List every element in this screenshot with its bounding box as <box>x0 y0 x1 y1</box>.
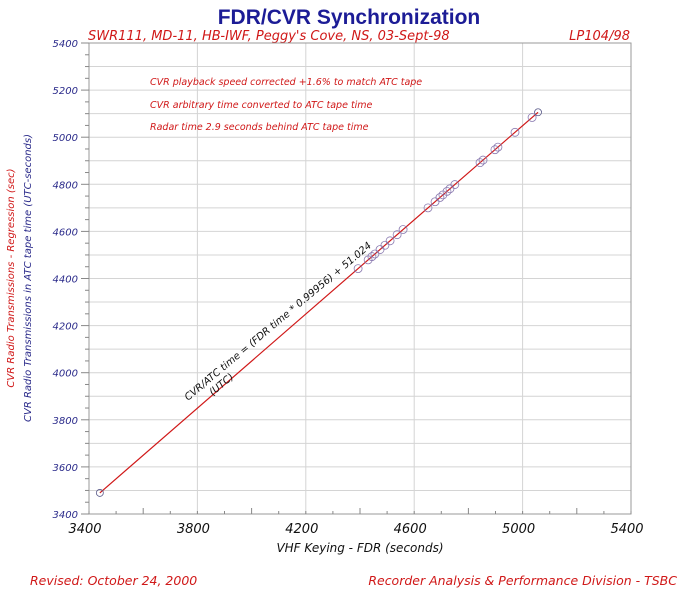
note-1: CVR playback speed corrected +1.6% to ma… <box>150 77 422 88</box>
x-tick-label: 3800 <box>177 522 210 537</box>
x-tick-label: 5000 <box>502 522 535 537</box>
y-tick-label: 5400 <box>53 39 78 50</box>
y-tick-label: 3400 <box>53 510 78 521</box>
y-tick-label: 3600 <box>53 463 78 474</box>
data-point <box>435 193 445 202</box>
regression-line <box>99 111 539 494</box>
note-2: CVR arbitrary time converted to ATC tape… <box>150 100 373 111</box>
data-point <box>490 145 500 155</box>
y-tick-label: 4000 <box>53 369 78 380</box>
y-tick-label: 4600 <box>53 227 78 238</box>
y-tick-label: 5200 <box>53 86 78 97</box>
data-point <box>510 127 520 137</box>
data-point <box>478 155 488 165</box>
y-tick-label: 3800 <box>53 416 78 427</box>
y-axis-label-regression: CVR Radio Transmissions - Regression (se… <box>6 168 17 387</box>
y-tick-label: 5000 <box>53 133 78 144</box>
note-3: Radar time 2.9 seconds behind ATC tape t… <box>150 122 369 133</box>
chart-title: FDR/CVR Synchronization <box>218 6 481 29</box>
data-point <box>385 236 395 246</box>
data-point <box>380 240 390 250</box>
y-tick-label: 4200 <box>53 322 78 333</box>
data-point <box>423 203 433 213</box>
data-point <box>493 142 503 152</box>
y-tick-label: 4400 <box>53 275 78 286</box>
grid <box>89 43 631 514</box>
data-point <box>370 249 380 259</box>
data-point <box>95 489 104 497</box>
data-marks <box>95 108 542 497</box>
data-point <box>534 108 542 117</box>
data-point <box>527 113 537 122</box>
y-axis-label-data: CVR Radio Transmissions in ATC tape time… <box>23 134 34 422</box>
x-tick-label: 5400 <box>610 522 643 537</box>
footer-right: Recorder Analysis & Performance Division… <box>368 573 677 588</box>
footer-left: Revised: October 24, 2000 <box>30 573 197 588</box>
x-tick-label: 4200 <box>285 522 318 537</box>
x-tick-label: 4600 <box>394 522 427 537</box>
x-tick-label: 3400 <box>68 522 101 537</box>
y-tick-label: 4800 <box>53 180 78 191</box>
data-point <box>398 225 408 234</box>
axis-ticks: 3400 3600 3800 4000 4200 4400 4600 4800 5000 5200… <box>53 39 644 537</box>
chart-subtitle-left: SWR111, MD-11, HB-IWF, Peggy's Cove, NS,… <box>88 29 450 44</box>
data-point <box>442 186 452 196</box>
chart-subtitle-right: LP104/98 <box>569 29 630 44</box>
data-point <box>353 264 363 273</box>
data-point <box>450 180 460 189</box>
regression-label: CVR/ATC time = (FDR time * 0.99956) + 51… <box>183 240 374 403</box>
data-point <box>392 230 402 240</box>
data-point <box>475 158 485 168</box>
x-axis-label: VHF Keying - FDR (seconds) <box>276 541 443 555</box>
data-point <box>367 252 377 261</box>
